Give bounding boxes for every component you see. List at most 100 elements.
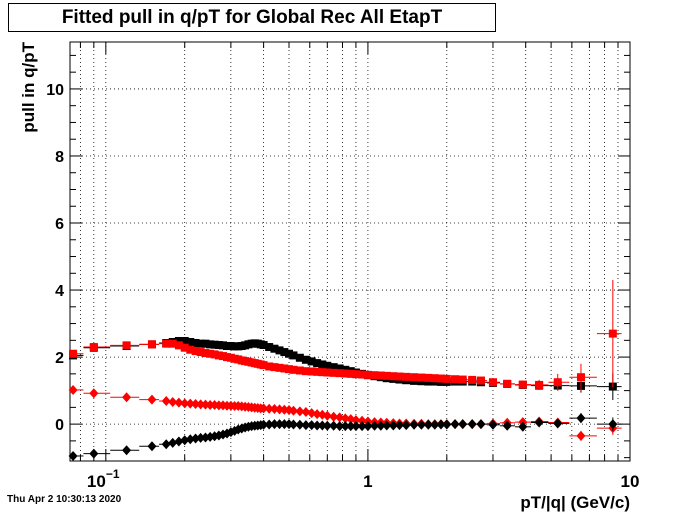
- data-point: [436, 419, 446, 430]
- data-point: [502, 420, 512, 431]
- data-point: [210, 350, 219, 359]
- data-point: [264, 403, 274, 414]
- data-point: [89, 343, 98, 352]
- data-point: [180, 336, 189, 345]
- data-point: [270, 363, 279, 372]
- y-tick-label: 8: [55, 149, 64, 166]
- data-point: [275, 419, 285, 430]
- data-point: [185, 398, 195, 409]
- data-point: [161, 395, 171, 406]
- data-point: [436, 374, 445, 383]
- data-point: [318, 360, 327, 369]
- data-point: [430, 374, 439, 383]
- data-point: [351, 421, 361, 432]
- data-point: [280, 348, 289, 357]
- data-point: [285, 349, 294, 358]
- data-point: [279, 419, 289, 430]
- data-point: [68, 450, 78, 461]
- data-point: [122, 445, 132, 456]
- data-point: [395, 420, 405, 431]
- data-point: [335, 369, 344, 378]
- data-point: [180, 343, 189, 352]
- data-point: [370, 420, 380, 431]
- y-tick-label: 4: [55, 283, 64, 300]
- y-axis-label: pull in q/pT: [19, 41, 38, 132]
- data-point: [313, 367, 322, 376]
- data-point: [335, 421, 345, 432]
- data-point: [122, 341, 131, 350]
- data-point: [576, 413, 586, 424]
- y-tick-label: 10: [46, 82, 64, 99]
- data-point: [275, 363, 284, 372]
- data-point: [388, 420, 398, 431]
- data-point: [370, 371, 379, 380]
- data-point: [608, 329, 617, 338]
- data-point: [69, 349, 78, 358]
- data-point: [288, 405, 298, 416]
- data-point: [280, 364, 289, 373]
- x-tick-label: 10: [621, 472, 640, 491]
- data-point: [265, 362, 274, 371]
- data-point: [451, 375, 460, 384]
- data-point: [259, 361, 268, 370]
- data-point: [307, 420, 317, 431]
- data-point: [608, 419, 618, 430]
- data-point: [168, 437, 178, 448]
- data-point: [288, 419, 298, 430]
- data-point: [401, 420, 411, 431]
- data-point: [210, 340, 219, 349]
- data-point: [214, 351, 223, 360]
- data-point: [318, 368, 327, 377]
- data-point: [295, 406, 305, 417]
- data-point: [458, 419, 468, 430]
- data-point: [174, 397, 184, 408]
- data-series: [68, 279, 622, 461]
- data-point: [68, 384, 78, 395]
- data-point: [312, 420, 322, 431]
- data-point: [468, 375, 477, 384]
- data-point: [341, 369, 350, 378]
- data-point: [201, 349, 210, 358]
- data-point: [313, 359, 322, 368]
- data-point: [259, 403, 269, 414]
- data-point: [307, 408, 317, 419]
- data-point: [161, 439, 171, 450]
- data-point: [196, 399, 206, 410]
- data-point: [295, 366, 304, 375]
- data-point: [206, 349, 215, 358]
- data-point: [450, 419, 460, 430]
- data-point: [168, 397, 178, 408]
- data-point: [518, 380, 527, 389]
- data-point: [196, 339, 205, 348]
- data-point: [201, 339, 210, 348]
- data-point: [576, 373, 585, 382]
- data-point: [186, 345, 195, 354]
- data-point: [264, 419, 274, 430]
- data-point: [416, 419, 426, 430]
- data-point: [265, 343, 274, 352]
- data-point: [147, 340, 156, 349]
- data-point: [442, 419, 452, 430]
- data-point: [518, 421, 528, 432]
- data-point: [301, 367, 310, 376]
- data-point: [174, 436, 184, 447]
- series-square-red: [69, 279, 622, 391]
- data-point: [323, 361, 332, 370]
- data-point: [269, 404, 279, 415]
- data-point: [376, 371, 385, 380]
- data-point: [323, 368, 332, 377]
- data-point: [185, 434, 195, 445]
- data-point: [162, 339, 171, 348]
- data-point: [340, 421, 350, 432]
- data-point: [409, 419, 419, 430]
- series-diamond-black: [68, 413, 622, 461]
- data-point: [312, 409, 322, 420]
- data-point: [329, 368, 338, 377]
- data-point: [307, 367, 316, 376]
- data-point: [191, 399, 201, 410]
- data-point: [275, 346, 284, 355]
- data-point: [196, 348, 205, 357]
- data-point: [402, 372, 411, 381]
- data-point: [340, 413, 350, 424]
- chart-title-text: Fitted pull in q/pT for Global Rec All E…: [61, 6, 443, 28]
